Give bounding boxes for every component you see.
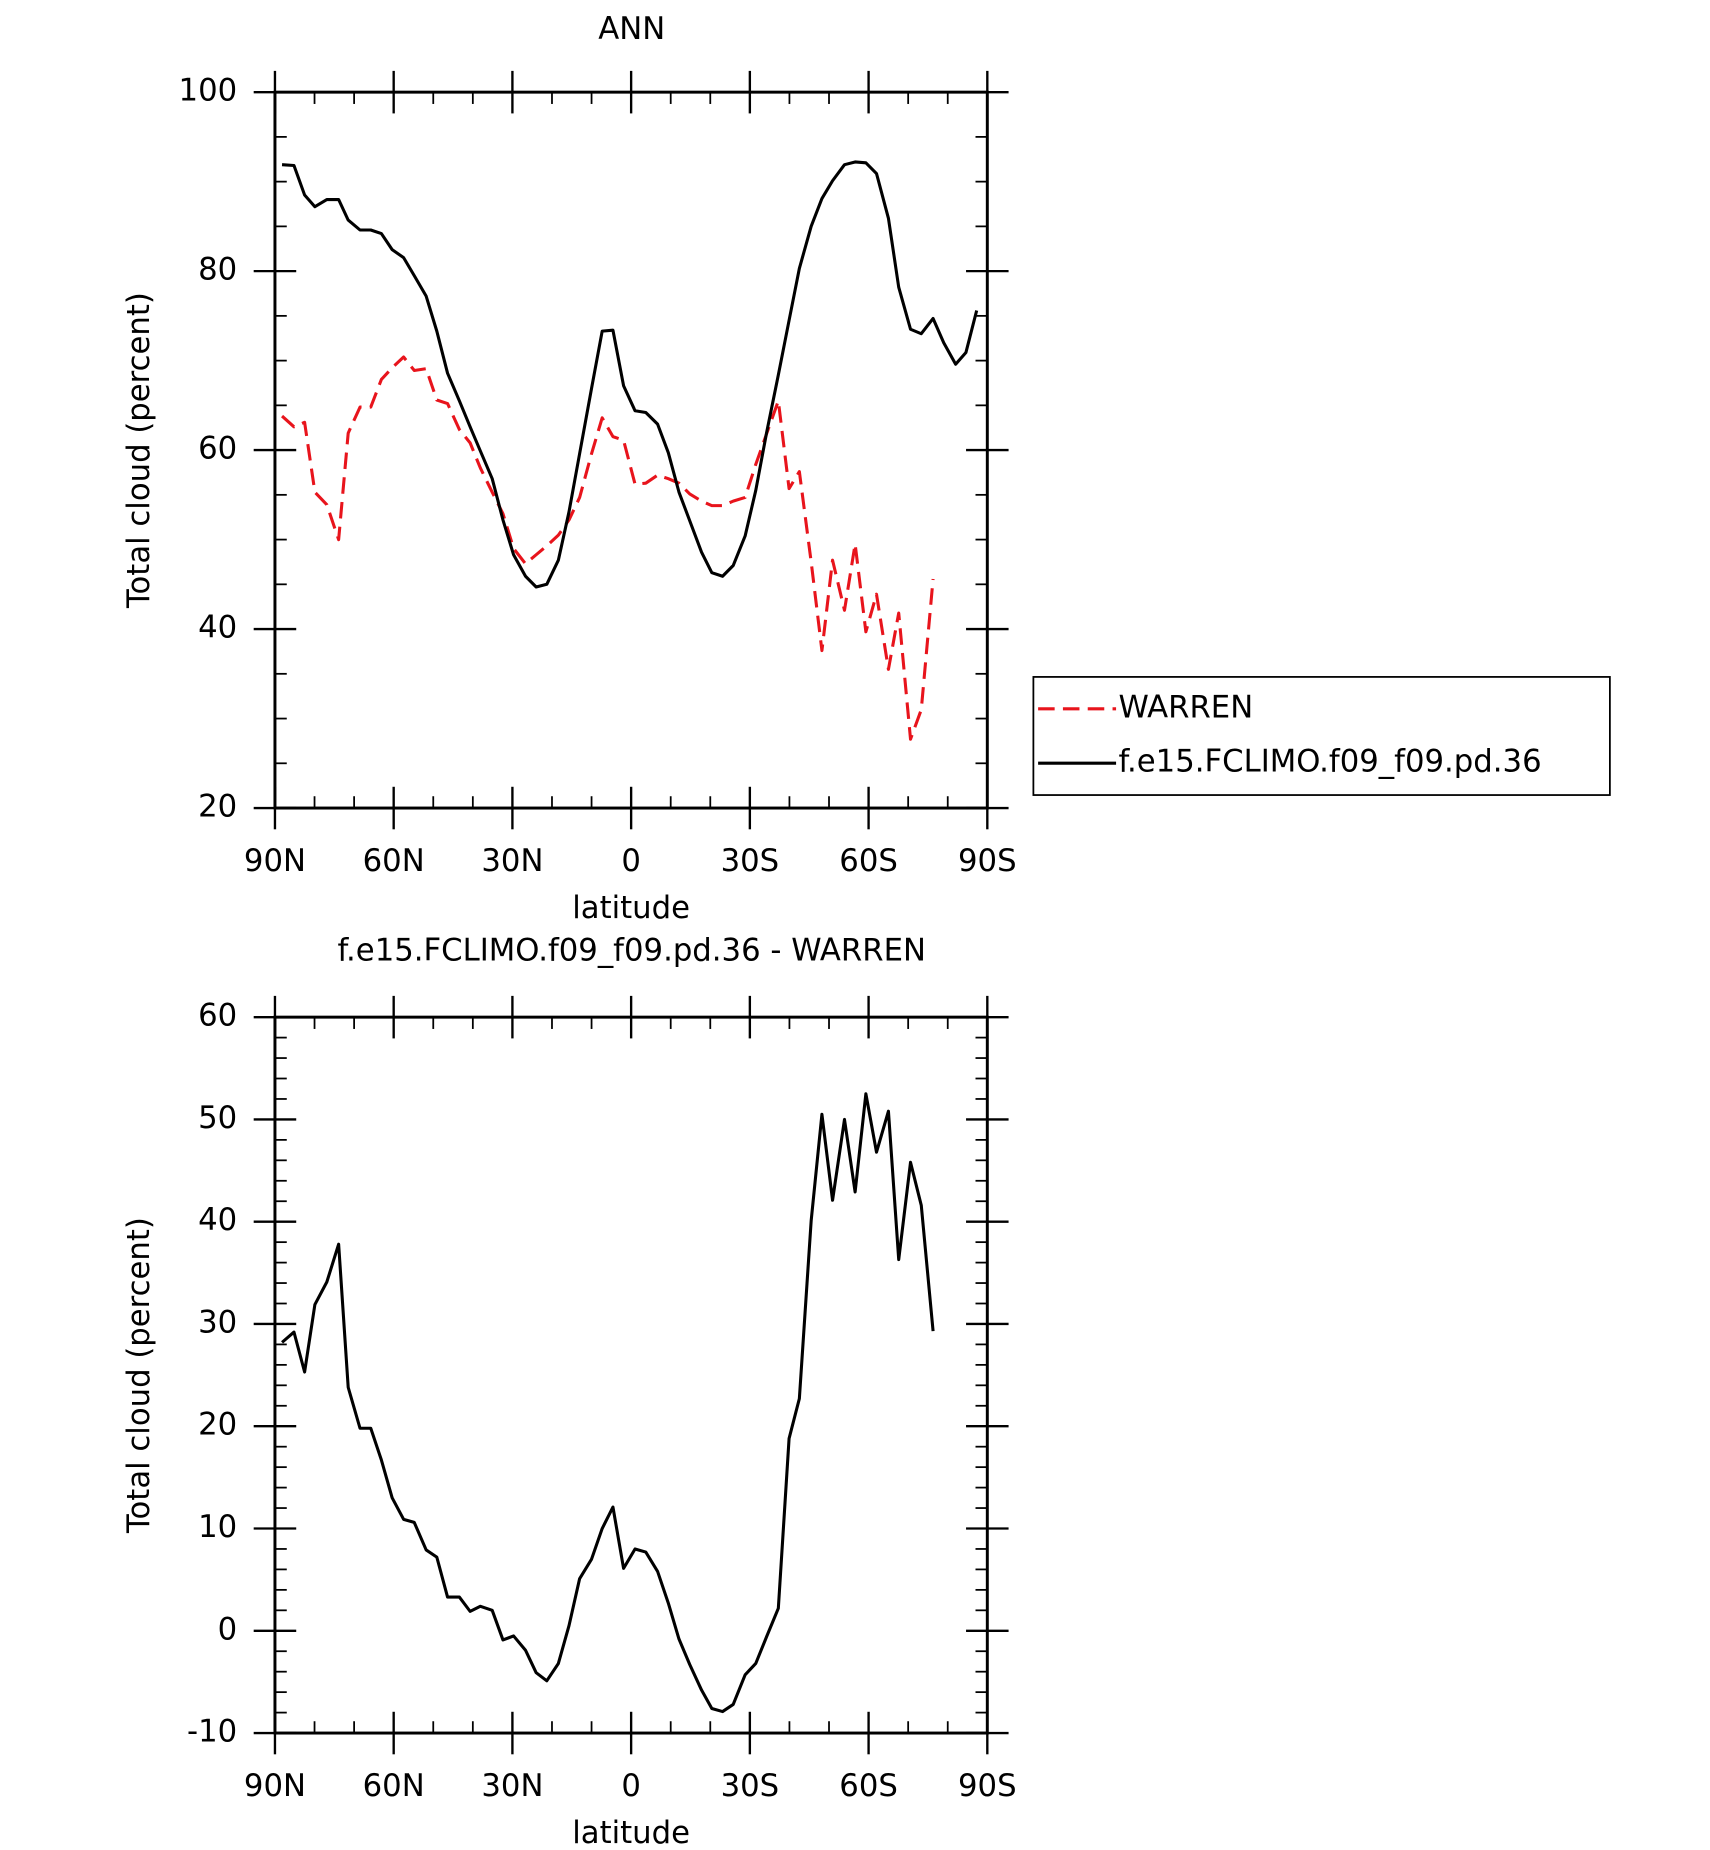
x-tick-label: 0 — [621, 1768, 641, 1804]
chart-title: f.e15.FCLIMO.f09_f09.pd.36 - WARREN — [337, 933, 925, 969]
y-tick-label: 0 — [218, 1611, 238, 1647]
y-tick-label: 50 — [198, 1100, 237, 1136]
x-tick-label: 30S — [721, 843, 780, 879]
y-tick-label: 20 — [198, 789, 237, 825]
legend-label: WARREN — [1118, 689, 1253, 725]
chart-title: ANN — [598, 11, 665, 47]
x-tick-label: 90N — [244, 843, 306, 879]
plot-frame — [273, 1015, 989, 1735]
data-line — [281, 160, 979, 589]
y-tick-label: 20 — [198, 1407, 237, 1443]
y-tick-label: 60 — [198, 431, 237, 467]
y-tick-label: 60 — [198, 998, 237, 1034]
y-tick-label: -10 — [187, 1714, 237, 1750]
x-tick-label: 0 — [621, 843, 641, 879]
plot-frame — [273, 90, 989, 810]
data-line — [281, 1092, 935, 1714]
y-tick-label: 10 — [198, 1509, 237, 1545]
x-tick-label: 30N — [481, 843, 543, 879]
y-tick-label: 100 — [179, 73, 238, 109]
x-tick-label: 90S — [958, 1768, 1017, 1804]
x-tick-label: 60S — [839, 1768, 898, 1804]
x-tick-label: 60N — [363, 1768, 425, 1804]
y-tick-label: 30 — [198, 1304, 237, 1340]
y-axis-label: Total cloud (percent) — [121, 292, 157, 609]
x-axis-label: latitude — [572, 1815, 690, 1850]
y-tick-label: 40 — [198, 1202, 237, 1238]
x-tick-label: 90S — [958, 843, 1017, 879]
x-tick-label: 60S — [839, 843, 898, 879]
x-tick-label: 60N — [363, 843, 425, 879]
x-tick-label: 90N — [244, 1768, 306, 1804]
x-tick-label: 30N — [481, 1768, 543, 1804]
data-line — [281, 355, 935, 741]
legend-label: f.e15.FCLIMO.f09_f09.pd.36 — [1118, 744, 1541, 780]
legend-box — [1032, 676, 1611, 796]
x-axis-label: latitude — [572, 890, 690, 926]
y-axis-label: Total cloud (percent) — [121, 1217, 157, 1534]
y-tick-label: 80 — [198, 252, 237, 288]
x-tick-label: 30S — [721, 1768, 780, 1804]
y-tick-label: 40 — [198, 610, 237, 646]
